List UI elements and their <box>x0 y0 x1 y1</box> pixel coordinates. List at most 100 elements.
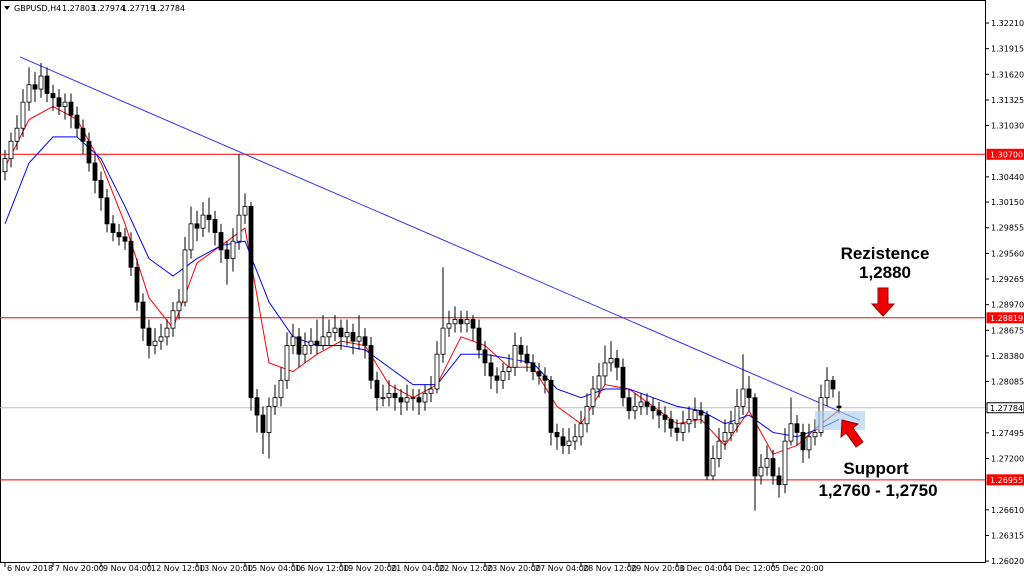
candle-body <box>662 414 668 420</box>
candle-body <box>92 162 98 181</box>
candle-body <box>452 319 458 325</box>
candle-body <box>650 405 656 412</box>
candle-body <box>752 397 758 477</box>
candle-body <box>308 340 314 346</box>
x-tick-label: 29 Nov 20:00 <box>631 564 685 573</box>
candle-body <box>410 397 416 400</box>
level-badge <box>986 474 1024 486</box>
candle-body <box>416 397 422 403</box>
y-tick-label: 1.30440 <box>991 173 1024 182</box>
y-tick-label: 1.27200 <box>991 455 1024 464</box>
candle-body <box>548 379 554 433</box>
x-tick-label: 13 Nov 20:00 <box>199 564 253 573</box>
y-tick-label: 1.26610 <box>991 506 1024 515</box>
candle-body <box>260 414 266 433</box>
ohlc-low: 1.27719 <box>122 4 155 13</box>
candle-body <box>500 371 506 381</box>
candle-body <box>332 327 338 333</box>
y-tick-label: 1.31620 <box>991 70 1024 79</box>
candle-body <box>638 401 644 407</box>
candle-body <box>836 405 842 409</box>
y-tick-label: 1.30150 <box>991 198 1024 207</box>
candle-body <box>710 458 716 477</box>
candle-body <box>200 214 206 229</box>
candle-body <box>86 140 92 164</box>
candle-body <box>152 340 158 346</box>
ohlc-close: 1.27784 <box>152 4 185 13</box>
candle-body <box>734 405 740 425</box>
candle-body <box>158 336 164 342</box>
candle-body <box>398 397 404 403</box>
candle-body <box>110 223 116 233</box>
candle-body <box>704 414 710 477</box>
candle-body <box>374 379 380 399</box>
candle-body <box>104 197 110 225</box>
candle-body <box>254 397 260 416</box>
candle-body <box>656 410 662 416</box>
candle-body <box>494 375 500 381</box>
candle-body <box>824 379 830 399</box>
candle-body <box>830 379 836 390</box>
candle-body <box>776 475 782 485</box>
candle-body <box>428 388 434 394</box>
y-tick-label: 1.28085 <box>991 378 1024 387</box>
candle-body <box>602 362 608 377</box>
candle-body <box>122 236 128 242</box>
candle-body <box>512 345 518 368</box>
candle-body <box>812 432 818 438</box>
candle-body <box>338 327 344 338</box>
candle-body <box>686 419 692 425</box>
candle-body <box>242 206 248 216</box>
candle-body <box>188 223 194 251</box>
candle-body <box>464 319 470 325</box>
candle-body <box>482 349 488 364</box>
candle-body <box>506 366 512 372</box>
candle-body <box>344 332 350 338</box>
y-tick-label: 1.27495 <box>991 429 1024 438</box>
candle-body <box>668 419 674 429</box>
candle-body <box>32 84 38 90</box>
candle-body <box>518 345 524 355</box>
y-tick-label: 1.28970 <box>991 301 1024 310</box>
candle-body <box>380 397 386 400</box>
y-tick-label: 1.31325 <box>991 96 1024 105</box>
candle-body <box>320 336 326 346</box>
resistance-title: Rezistence <box>841 244 930 263</box>
candle-body <box>356 336 362 342</box>
candle-body <box>278 379 284 399</box>
ohlc-high: 1.27974 <box>92 4 125 13</box>
x-tick-label: 3 Dec 04:00 <box>679 564 728 573</box>
menu-arrow <box>4 6 10 10</box>
x-tick-label: 4 Dec 12:00 <box>727 564 776 573</box>
support-arrow <box>840 419 864 448</box>
candle-body <box>644 401 650 407</box>
level-label: 1.27784 <box>990 404 1023 413</box>
x-tick-label: 6 Nov 2018 <box>7 564 53 573</box>
resistance-value: 1,2880 <box>859 263 911 282</box>
candle-body <box>584 405 590 425</box>
candle-body <box>326 332 332 338</box>
level-label: 1.30700 <box>990 150 1023 159</box>
support-title: Support <box>843 459 908 478</box>
candle-body <box>368 345 374 381</box>
candle-body <box>392 392 398 399</box>
trendline <box>19 56 861 421</box>
candle-body <box>800 432 806 451</box>
candle-body <box>740 388 746 407</box>
candle-body <box>350 332 356 342</box>
candle-body <box>434 353 440 390</box>
candle-body <box>572 436 578 442</box>
x-tick-label: 27 Nov 04:00 <box>535 564 589 573</box>
candle-body <box>488 362 494 377</box>
candle-body <box>266 405 272 433</box>
candle-body <box>794 423 800 433</box>
candle-body <box>80 127 86 142</box>
x-tick-label: 7 Nov 20:00 <box>55 564 104 573</box>
plot-frame <box>0 0 986 563</box>
x-tick-label: 19 Nov 20:00 <box>343 564 397 573</box>
candle-body <box>290 336 296 346</box>
candle-body <box>272 397 278 407</box>
candle-body <box>206 214 212 220</box>
candle-body <box>236 214 242 242</box>
